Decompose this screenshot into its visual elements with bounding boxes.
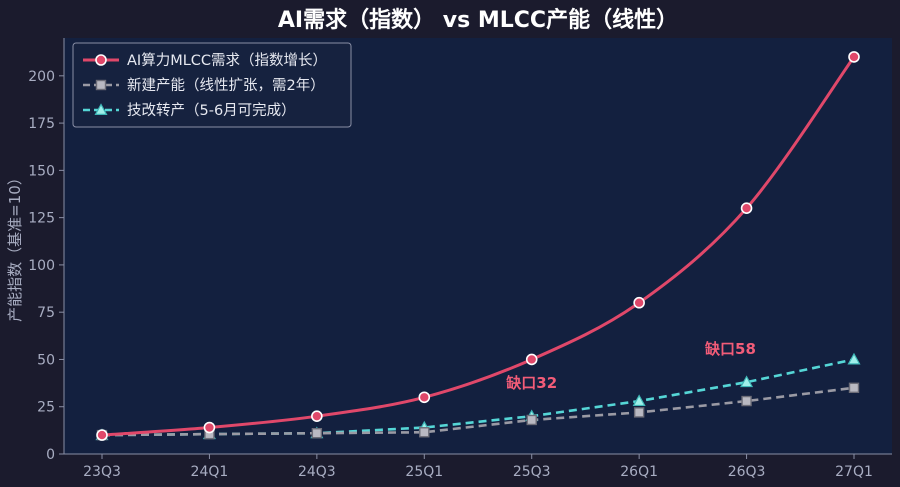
data-point xyxy=(311,428,323,439)
annotations: 缺口32 缺口58 xyxy=(505,340,756,392)
y-tick-label: 75 xyxy=(37,305,55,321)
data-point xyxy=(632,394,646,407)
gap-annotation: 缺口32 xyxy=(505,374,557,392)
y-tick-label: 175 xyxy=(28,116,55,132)
data-point xyxy=(96,429,108,441)
legend-swatch-marker xyxy=(95,54,107,66)
y-tick-label: 100 xyxy=(28,258,55,274)
y-tick-label: 150 xyxy=(28,163,55,179)
data-point xyxy=(311,410,323,422)
data-point xyxy=(203,421,216,434)
data-point xyxy=(526,414,537,426)
y-tick-label: 0 xyxy=(46,447,55,463)
legend-item-1: AI算力MLCC需求（指数增长） xyxy=(83,52,327,69)
x-tick-label: 23Q3 xyxy=(83,464,121,480)
y-tick-label: 50 xyxy=(37,352,55,368)
legend-item-2: 新建产能（线性扩张，需2年） xyxy=(83,77,325,94)
x-tick-label: 24Q1 xyxy=(191,464,229,480)
data-point xyxy=(418,391,431,404)
x-tick-label: 27Q1 xyxy=(835,464,873,480)
data-point xyxy=(847,352,861,365)
data-point xyxy=(740,202,753,214)
data-point xyxy=(419,427,430,438)
data-point xyxy=(848,51,860,63)
x-tick-label: 26Q1 xyxy=(620,464,658,480)
y-tick-label: 125 xyxy=(28,211,55,227)
axes: 0 25 50 75 100 125 150 175 200 23Q3 24Q1 24Q3 25Q1 25… xyxy=(28,38,892,480)
data-point xyxy=(633,296,645,309)
gap-annotation: 缺口58 xyxy=(704,340,756,358)
legend-item-3: 技改转产（5-6月可完成） xyxy=(83,102,296,119)
x-tick-label: 24Q3 xyxy=(298,464,336,480)
legend-swatch-marker xyxy=(94,103,108,116)
data-point xyxy=(848,382,860,394)
legend-swatch-marker xyxy=(95,79,107,91)
series-1 xyxy=(96,51,860,441)
y-tick-label: 25 xyxy=(37,400,55,416)
data-point xyxy=(740,375,754,388)
data-point xyxy=(741,395,752,407)
x-tick-label: 25Q1 xyxy=(405,464,443,480)
series-line xyxy=(101,358,855,437)
y-axis-label: 产能指数（基准=10） xyxy=(6,170,24,322)
data-point xyxy=(525,353,538,366)
legend-label: AI算力MLCC需求（指数增长） xyxy=(127,52,327,69)
legend-label: 新建产能（线性扩张，需2年） xyxy=(127,77,325,94)
legend-label: 技改转产（5-6月可完成） xyxy=(127,102,296,119)
data-point xyxy=(633,407,645,418)
legend-box xyxy=(72,42,352,128)
x-tick-label: 26Q3 xyxy=(728,464,766,480)
chart-title: AI需求（指数） vs MLCC产能（线性） xyxy=(278,7,678,33)
series-layer xyxy=(95,51,861,441)
y-tick-label: 200 xyxy=(28,69,55,85)
x-tick-label: 25Q3 xyxy=(513,464,551,480)
series-line xyxy=(101,386,855,437)
legend: AI算力MLCC需求（指数增长） 新建产能（线性扩张，需2年） 技改转产（5-6月可… xyxy=(72,42,352,128)
